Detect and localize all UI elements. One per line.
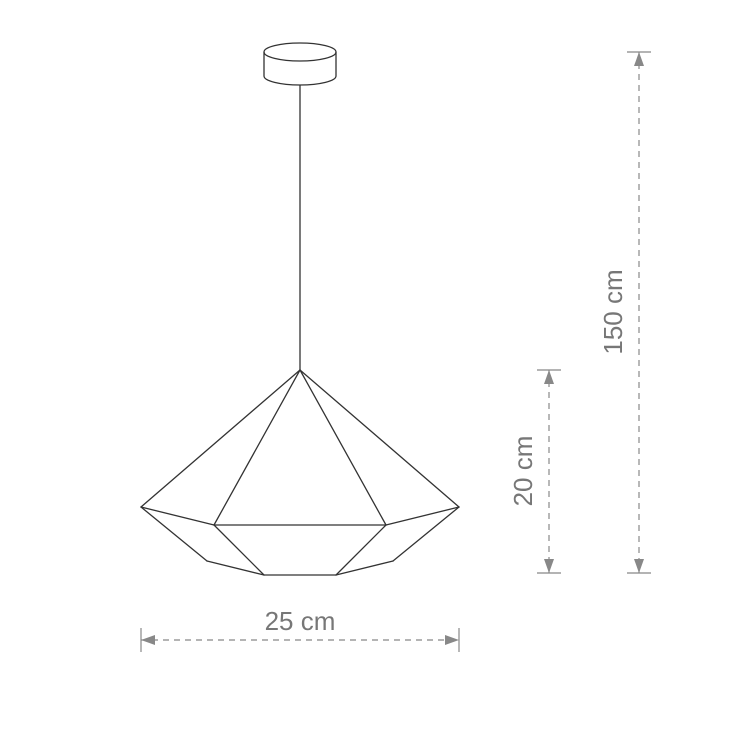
dimension-total-height: 150 cm xyxy=(598,52,651,573)
ceiling-cap xyxy=(264,43,336,85)
dimension-width-label: 25 cm xyxy=(265,606,336,636)
lamp-shade xyxy=(141,370,459,575)
dimension-width: 25 cm xyxy=(141,606,459,652)
dimension-shade-height: 20 cm xyxy=(508,370,561,573)
dimension-shade-height-label: 20 cm xyxy=(508,436,538,507)
dimension-total-height-label: 150 cm xyxy=(598,269,628,354)
